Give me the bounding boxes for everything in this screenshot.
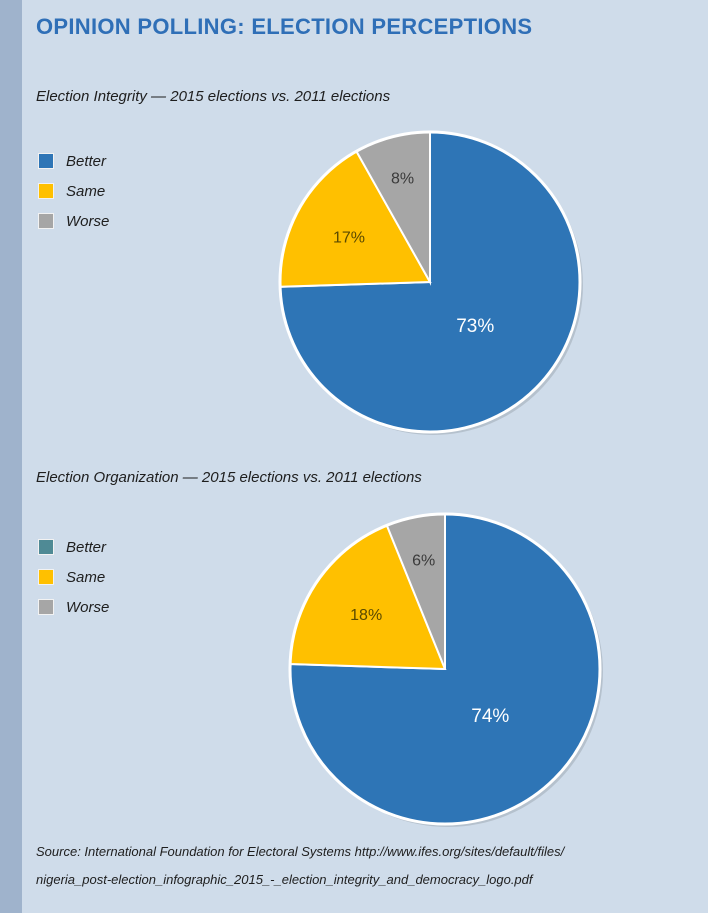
legend-item-worse: Worse xyxy=(38,206,109,236)
source-line-2: nigeria_post-election_infographic_2015_-… xyxy=(36,872,533,887)
legend-item-better: Better xyxy=(38,146,109,176)
legend-item-same: Same xyxy=(38,562,109,592)
legend-swatch-better xyxy=(38,153,54,169)
legend-item-same: Same xyxy=(38,176,109,206)
pie-label-better: 73% xyxy=(456,316,494,337)
legend-swatch-worse xyxy=(38,213,54,229)
legend-item-worse: Worse xyxy=(38,592,109,622)
pie-chart-organization: 74% 18% 6% xyxy=(288,512,603,827)
legend-swatch-same xyxy=(38,569,54,585)
pie-label-worse: 6% xyxy=(412,552,435,569)
chart-title-organization: Election Organization — 2015 elections v… xyxy=(36,469,422,486)
legend-swatch-same xyxy=(38,183,54,199)
source-line-1: Source: International Foundation for Ele… xyxy=(36,844,565,859)
legend-swatch-better xyxy=(38,539,54,555)
pie-chart-integrity: 73% 17% 8% xyxy=(278,130,583,435)
legend-label-better: Better xyxy=(66,152,107,170)
pie-label-worse: 8% xyxy=(391,171,414,188)
pie-outline xyxy=(278,130,582,434)
legend-label-same: Same xyxy=(66,568,106,586)
pie-label-better: 74% xyxy=(471,706,509,727)
left-accent-bar xyxy=(0,0,22,913)
legend-integrity: Better Same Worse xyxy=(38,146,109,236)
pie-label-same: 17% xyxy=(333,229,365,246)
legend-label-same: Same xyxy=(66,182,106,200)
legend-swatch-worse xyxy=(38,599,54,615)
legend-label-worse: Worse xyxy=(66,212,110,230)
page-title: OPINION POLLING: ELECTION PERCEPTIONS xyxy=(36,14,533,39)
chart-title-integrity: Election Integrity — 2015 elections vs. … xyxy=(36,88,391,105)
legend-label-worse: Worse xyxy=(66,598,110,616)
legend-organization: Better Same Worse xyxy=(38,532,109,622)
legend-label-better: Better xyxy=(66,538,107,556)
source-citation: Source: International Foundation for Ele… xyxy=(36,838,686,894)
pie-label-same: 18% xyxy=(350,607,382,624)
legend-item-better: Better xyxy=(38,532,109,562)
pie-outline xyxy=(288,512,602,826)
